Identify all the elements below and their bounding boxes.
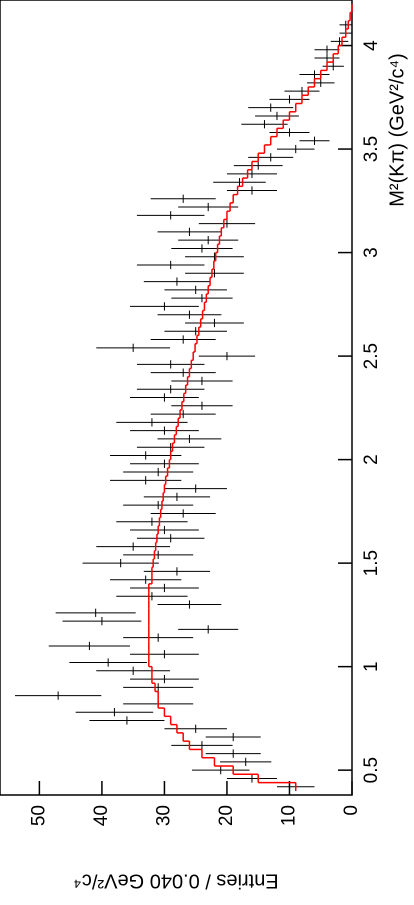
- y-tick-label: 20: [216, 805, 237, 826]
- x-axis-title: M²(Kπ) (GeV²/c⁴): [386, 53, 408, 207]
- y-axis-title: Entries / 0.040 GeV²/c⁴: [73, 870, 278, 892]
- x-tick-label: 2: [361, 454, 382, 465]
- x-tick-label: 2.5: [361, 343, 382, 369]
- y-tick-label: 0: [341, 805, 362, 816]
- y-tick-label: 50: [28, 805, 49, 826]
- x-tick-label: 1: [361, 661, 382, 672]
- x-tick-label: 1.5: [361, 550, 382, 576]
- y-tick-label: 10: [278, 805, 299, 826]
- x-tick-label: 4: [361, 40, 382, 51]
- frame: [0, 0, 353, 796]
- x-tick-label: 3: [361, 247, 382, 258]
- y-tick-label: 30: [153, 805, 174, 826]
- x-tick-label: 3.5: [361, 136, 382, 162]
- x-tick-label: 0.5: [361, 757, 382, 783]
- y-tick-label: 40: [91, 805, 112, 826]
